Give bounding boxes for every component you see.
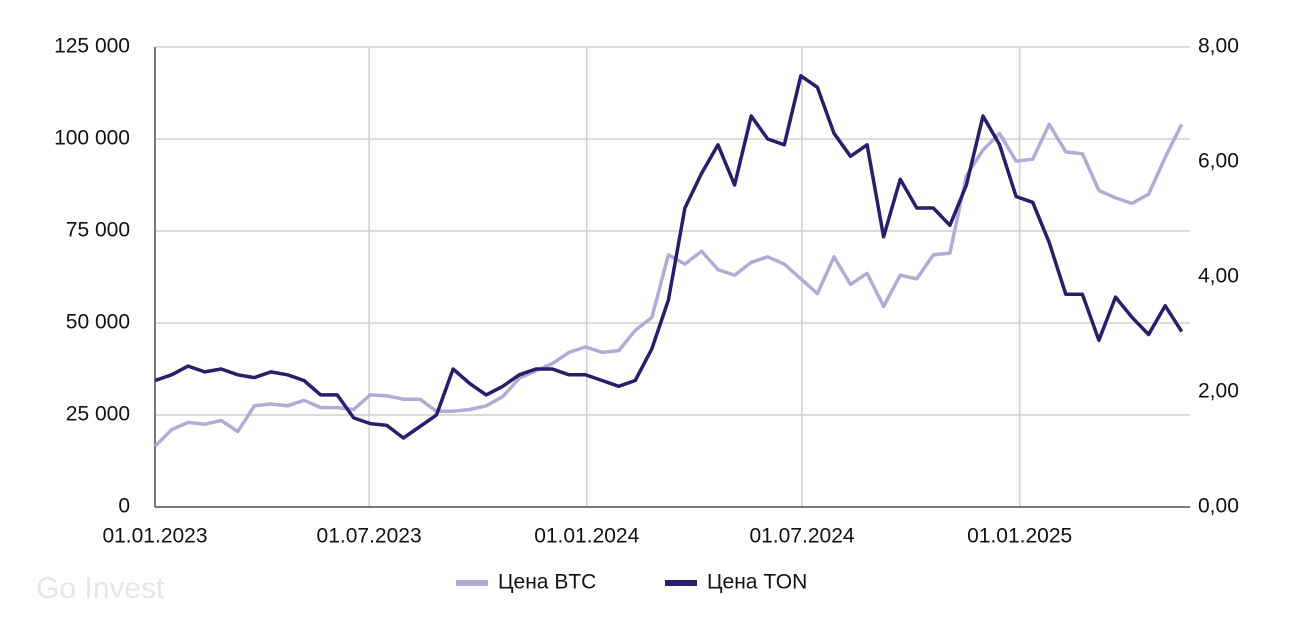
y-tick-label: 25 000 <box>66 403 130 426</box>
series-line <box>154 74 1184 440</box>
y-tick-label: 100 000 <box>54 127 130 150</box>
x-tick-label: 01.07.2024 <box>749 525 854 548</box>
x-tick-label: 01.01.2023 <box>102 525 207 548</box>
legend-label: Цена BTC <box>498 571 596 594</box>
x-tick-label: 01.01.2024 <box>534 525 639 548</box>
watermark: Go Invest <box>36 572 165 605</box>
y2-tick-label: 8,00 <box>1198 35 1239 58</box>
y2-tick-label: 2,00 <box>1198 380 1239 403</box>
y-tick-label: 75 000 <box>66 219 130 242</box>
y-tick-label: 0 <box>118 495 130 518</box>
y-tick-label: 50 000 <box>66 311 130 334</box>
x-tick-label: 01.01.2025 <box>967 525 1072 548</box>
legend-label: Цена TON <box>707 571 807 594</box>
x-tick-label: 01.07.2023 <box>317 525 422 548</box>
y2-tick-label: 4,00 <box>1198 265 1239 288</box>
y2-tick-label: 0,00 <box>1198 495 1239 518</box>
series-line <box>153 122 1184 448</box>
y2-tick-label: 6,00 <box>1198 150 1239 173</box>
y-tick-label: 125 000 <box>54 35 130 58</box>
